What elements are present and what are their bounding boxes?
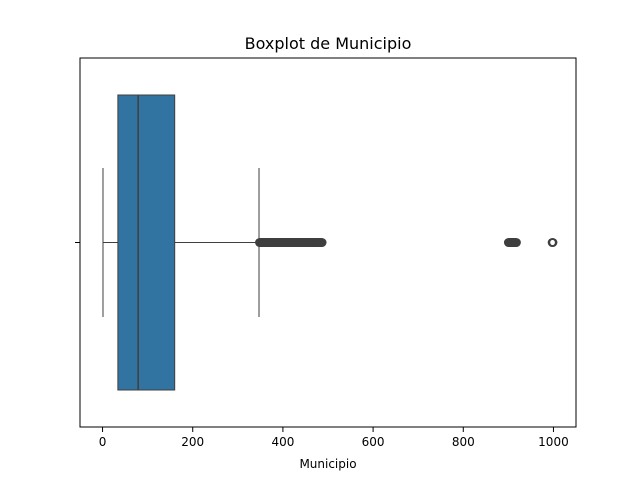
outliers-group (255, 238, 558, 247)
x-tick-label: 1000 (538, 435, 569, 449)
plot-area (102, 94, 558, 391)
x-tick-label: 0 (99, 435, 107, 449)
iqr-box (117, 94, 176, 391)
outlier-point (548, 238, 558, 247)
outlier-point (512, 238, 521, 247)
x-tick-label: 400 (271, 435, 294, 449)
x-tick-label: 200 (181, 435, 204, 449)
chart-title: Boxplot de Municipio (245, 34, 412, 53)
x-tick-label: 800 (452, 435, 475, 449)
x-axis-ticks: 0 200 400 600 800 1000 (99, 427, 569, 449)
x-tick-label: 600 (362, 435, 385, 449)
x-axis-label: Municipio (299, 457, 356, 471)
outlier-point (317, 238, 327, 247)
